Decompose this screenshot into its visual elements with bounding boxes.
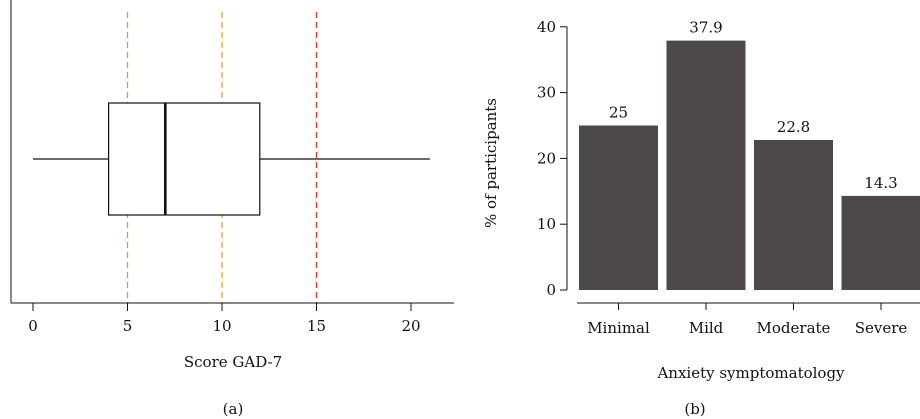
x-axis-label: Anxiety symptomatology bbox=[656, 364, 845, 382]
bar-value-label: 14.3 bbox=[864, 174, 897, 192]
bar-value-label: 25 bbox=[609, 104, 628, 122]
bar-moderate bbox=[754, 139, 833, 290]
bar-value-label: 22.8 bbox=[777, 118, 810, 136]
panel-label-b: (b) bbox=[684, 400, 705, 418]
y-tick-label: 30 bbox=[537, 84, 556, 102]
x-ticks: 0 5 10 15 20 bbox=[28, 303, 421, 335]
bar-value-label: 37.9 bbox=[689, 19, 722, 37]
bar-mild bbox=[666, 40, 746, 291]
iqr-box bbox=[107, 102, 261, 216]
y-tick-label: 40 bbox=[537, 18, 556, 36]
panel-b-bar-chart: 25 37.9 22.8 14.3 0 10 20 30 40 Minimal Mild Mode… bbox=[482, 18, 920, 418]
bars bbox=[579, 40, 920, 291]
x-tick-label: 15 bbox=[307, 317, 326, 335]
x-tick-label: 20 bbox=[401, 317, 420, 335]
x-tick-label: 5 bbox=[123, 317, 133, 335]
x-tick-label: Severe bbox=[855, 319, 908, 337]
bar-severe bbox=[841, 195, 920, 290]
y-ticks: 0 10 20 30 40 bbox=[537, 18, 567, 299]
bar-minimal bbox=[579, 125, 658, 290]
x-ticks: Minimal Mild Moderate Severe bbox=[587, 303, 907, 337]
x-tick-label: 0 bbox=[28, 317, 38, 335]
y-axis-label: % of participants bbox=[482, 98, 500, 228]
y-tick-label: 20 bbox=[537, 149, 556, 167]
y-tick-label: 10 bbox=[537, 215, 556, 233]
x-tick-label: Moderate bbox=[757, 319, 831, 337]
x-tick-label: Mild bbox=[689, 319, 724, 337]
y-tick-label: 0 bbox=[546, 281, 556, 299]
x-axis-label: Score GAD-7 bbox=[184, 353, 282, 371]
bar-value-labels: 25 37.9 22.8 14.3 bbox=[609, 19, 898, 192]
panel-label-a: (a) bbox=[223, 400, 244, 418]
x-tick-label: Minimal bbox=[587, 319, 650, 337]
x-tick-label: 10 bbox=[212, 317, 231, 335]
panel-a-boxplot: 0 5 10 15 20 Score GAD-7 (a) bbox=[10, 0, 454, 418]
